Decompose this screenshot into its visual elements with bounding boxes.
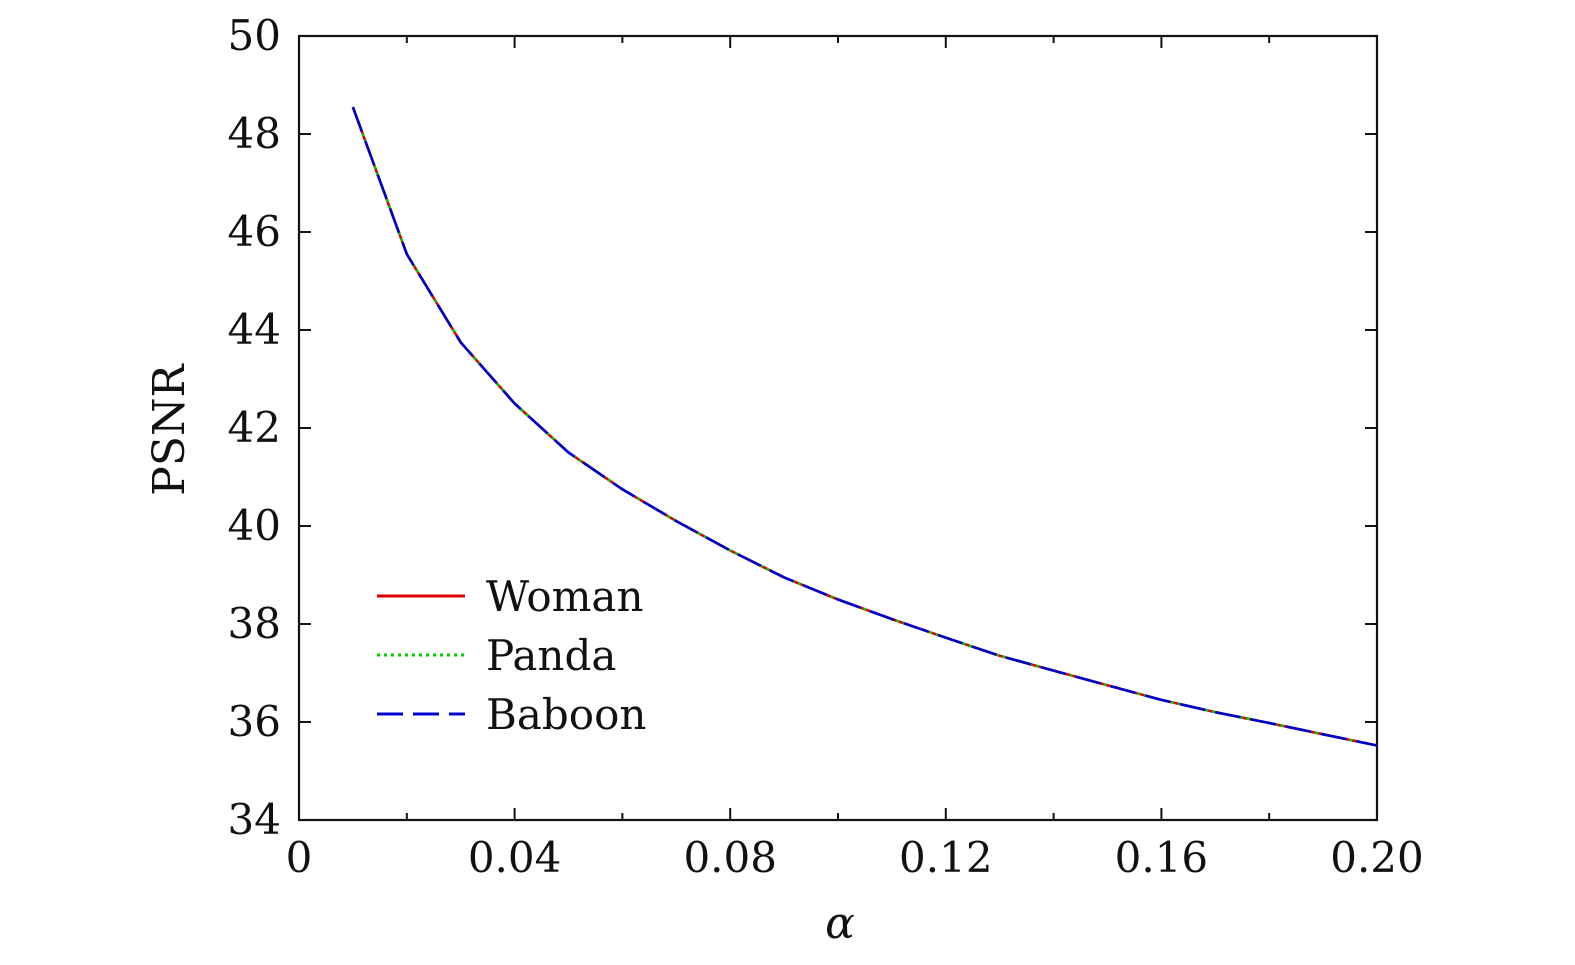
x-tick-label: 0 [286,833,313,882]
x-axis-ticks: 0 0.04 0.08 0.12 0.16 0.20 [286,36,1424,882]
legend: Woman Panda Baboon [377,572,646,739]
x-tick-label: 0.16 [1115,833,1209,882]
series-line-panda [351,106,1378,747]
series-lines [351,106,1378,747]
x-axis-title: α [825,898,855,949]
legend-label-panda: Panda [486,631,616,680]
y-axis-ticks: 34 36 38 40 42 44 46 48 50 [228,11,1377,844]
x-tick-label: 0.04 [468,833,562,882]
y-tick-label: 40 [228,501,281,550]
y-tick-label: 48 [228,109,281,158]
x-tick-label: 0.12 [899,833,993,882]
y-tick-label: 42 [228,403,281,452]
y-tick-label: 44 [228,305,281,354]
x-tick-label: 0.08 [683,833,777,882]
plot-frame [297,34,1379,822]
y-tick-label: 46 [228,207,281,256]
y-axis-title: PSNR [144,362,195,495]
legend-label-woman: Woman [486,572,644,621]
x-tick-label: 0.20 [1330,833,1424,882]
y-tick-label: 38 [228,599,281,648]
legend-label-baboon: Baboon [486,690,646,739]
y-tick-label: 34 [228,795,281,844]
plot-area-border [297,34,1379,822]
y-tick-label: 36 [228,697,281,746]
y-tick-label: 50 [228,11,281,60]
